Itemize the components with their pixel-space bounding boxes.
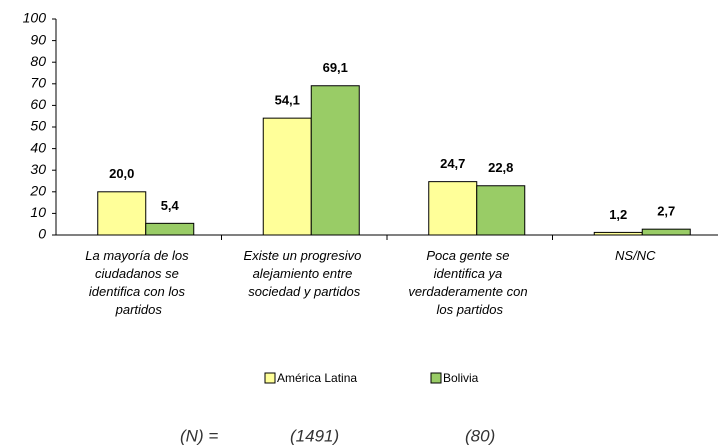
x-tick-label: Poca gente se identifica ya verdaderamen… bbox=[408, 248, 531, 317]
footer-text: (80) bbox=[465, 426, 495, 445]
y-tick-label: 30 bbox=[30, 161, 46, 177]
y-tick-label: 10 bbox=[30, 204, 46, 220]
y-tick-label: 100 bbox=[23, 10, 47, 26]
footer-text: (N) = bbox=[180, 426, 218, 445]
x-tick-label: Existe un progresivo alejamiento entre s… bbox=[244, 248, 365, 299]
y-tick-label: 20 bbox=[29, 183, 46, 199]
y-tick-label: 60 bbox=[30, 96, 46, 112]
data-label: 2,7 bbox=[657, 204, 675, 219]
legend-label: América Latina bbox=[277, 371, 357, 385]
data-label: 20,0 bbox=[109, 166, 134, 181]
bar bbox=[428, 181, 478, 236]
bar bbox=[476, 185, 526, 236]
bar bbox=[145, 222, 195, 236]
data-label: 54,1 bbox=[275, 93, 300, 108]
legend-swatch bbox=[264, 372, 276, 384]
x-tick-label: NS/NC bbox=[615, 248, 656, 263]
data-label: 24,7 bbox=[440, 156, 465, 171]
data-label: 22,8 bbox=[488, 160, 513, 175]
bar bbox=[641, 228, 691, 236]
y-tick-label: 40 bbox=[30, 139, 46, 155]
legend-label: Bolivia bbox=[443, 371, 479, 385]
y-tick-label: 90 bbox=[30, 31, 46, 47]
data-label: 5,4 bbox=[161, 198, 180, 213]
data-label: 69,1 bbox=[323, 60, 348, 75]
bar bbox=[262, 117, 312, 236]
x-tick-label: La mayoría de los ciudadanos se identifi… bbox=[85, 248, 192, 317]
legend-swatch bbox=[430, 372, 442, 384]
bar bbox=[97, 191, 147, 236]
y-tick-label: 70 bbox=[30, 75, 46, 91]
y-tick-label: 0 bbox=[38, 226, 46, 242]
y-tick-label: 50 bbox=[30, 118, 46, 134]
y-tick-label: 80 bbox=[30, 53, 46, 69]
footer-text: (1491) bbox=[290, 426, 339, 445]
bar bbox=[593, 231, 643, 236]
data-label: 1,2 bbox=[609, 207, 627, 222]
bar bbox=[310, 85, 360, 236]
